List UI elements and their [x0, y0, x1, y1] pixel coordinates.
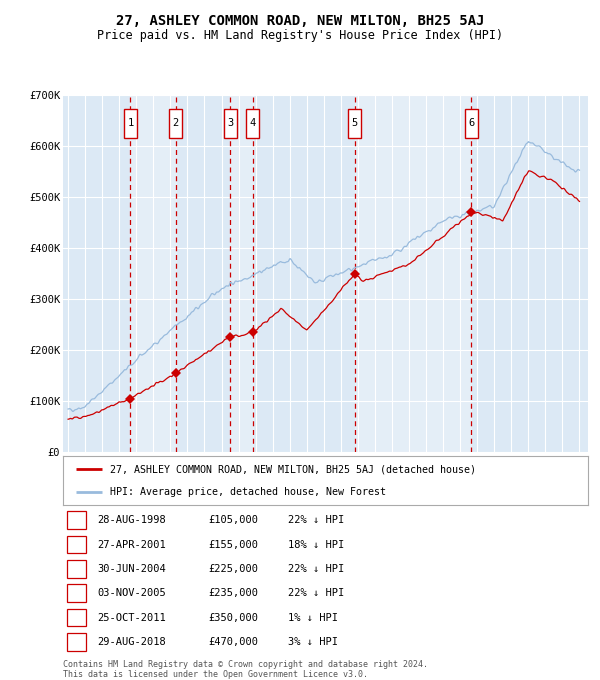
Text: 22% ↓ HPI: 22% ↓ HPI — [288, 515, 344, 525]
FancyBboxPatch shape — [247, 109, 259, 137]
Text: 1: 1 — [127, 118, 134, 129]
Text: £155,000: £155,000 — [208, 539, 258, 549]
Text: 6: 6 — [74, 637, 80, 647]
FancyBboxPatch shape — [465, 109, 478, 137]
Text: 27, ASHLEY COMMON ROAD, NEW MILTON, BH25 5AJ (detached house): 27, ASHLEY COMMON ROAD, NEW MILTON, BH25… — [110, 464, 476, 475]
FancyBboxPatch shape — [124, 109, 137, 137]
Text: 2: 2 — [173, 118, 179, 129]
Bar — [230, 95, 253, 452]
Text: Price paid vs. HM Land Registry's House Price Index (HPI): Price paid vs. HM Land Registry's House … — [97, 29, 503, 42]
Text: 30-JUN-2004: 30-JUN-2004 — [97, 564, 166, 574]
Text: £350,000: £350,000 — [208, 613, 258, 623]
Text: 29-AUG-2018: 29-AUG-2018 — [97, 637, 166, 647]
FancyBboxPatch shape — [169, 109, 182, 137]
Text: 1: 1 — [74, 515, 80, 525]
Text: 3: 3 — [227, 118, 233, 129]
Text: 2: 2 — [74, 539, 80, 549]
Text: 03-NOV-2005: 03-NOV-2005 — [97, 588, 166, 598]
Text: £105,000: £105,000 — [208, 515, 258, 525]
Text: £470,000: £470,000 — [208, 637, 258, 647]
Text: 4: 4 — [250, 118, 256, 129]
Text: 25-OCT-2011: 25-OCT-2011 — [97, 613, 166, 623]
Bar — [355, 95, 472, 452]
Text: 6: 6 — [468, 118, 475, 129]
Text: 4: 4 — [74, 588, 80, 598]
Text: 3% ↓ HPI: 3% ↓ HPI — [288, 637, 338, 647]
Text: Contains HM Land Registry data © Crown copyright and database right 2024.
This d: Contains HM Land Registry data © Crown c… — [63, 660, 428, 679]
Text: 27-APR-2001: 27-APR-2001 — [97, 539, 166, 549]
Text: 27, ASHLEY COMMON ROAD, NEW MILTON, BH25 5AJ: 27, ASHLEY COMMON ROAD, NEW MILTON, BH25… — [116, 14, 484, 28]
FancyBboxPatch shape — [348, 109, 361, 137]
Text: 1% ↓ HPI: 1% ↓ HPI — [288, 613, 338, 623]
Text: 22% ↓ HPI: 22% ↓ HPI — [288, 564, 344, 574]
Text: 22% ↓ HPI: 22% ↓ HPI — [288, 588, 344, 598]
Text: 28-AUG-1998: 28-AUG-1998 — [97, 515, 166, 525]
Text: £235,000: £235,000 — [208, 588, 258, 598]
Text: 5: 5 — [74, 613, 80, 623]
Bar — [130, 95, 176, 452]
Text: HPI: Average price, detached house, New Forest: HPI: Average price, detached house, New … — [110, 488, 386, 497]
Text: £225,000: £225,000 — [208, 564, 258, 574]
Text: 5: 5 — [352, 118, 358, 129]
Text: 18% ↓ HPI: 18% ↓ HPI — [288, 539, 344, 549]
FancyBboxPatch shape — [224, 109, 236, 137]
Text: 3: 3 — [74, 564, 80, 574]
